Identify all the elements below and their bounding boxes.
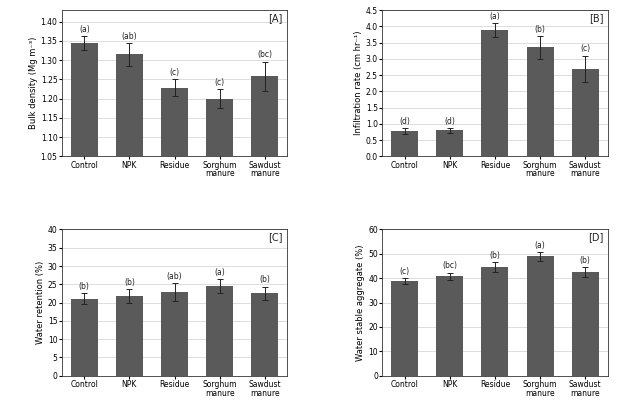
Bar — [571, 272, 598, 376]
Bar — [161, 88, 188, 404]
Text: (b): (b) — [79, 282, 89, 291]
Text: (a): (a) — [79, 25, 89, 34]
Y-axis label: Water stable aggregate (%): Water stable aggregate (%) — [357, 244, 365, 361]
Text: (bc): (bc) — [257, 50, 272, 59]
Text: (c): (c) — [400, 267, 410, 276]
Bar — [526, 256, 553, 376]
Text: [B]: [B] — [589, 13, 603, 23]
Text: (b): (b) — [580, 256, 590, 265]
Text: (b): (b) — [124, 278, 135, 287]
Text: (d): (d) — [399, 117, 410, 126]
Text: (ab): (ab) — [167, 272, 183, 281]
Bar — [116, 296, 143, 376]
Bar — [391, 131, 418, 156]
Text: [D]: [D] — [588, 232, 603, 242]
Bar — [251, 293, 278, 376]
Text: (b): (b) — [534, 25, 545, 34]
Text: (a): (a) — [489, 12, 500, 21]
Bar — [481, 30, 508, 156]
Bar — [526, 48, 553, 156]
Y-axis label: Infiltration rate (cm hr⁻¹): Infiltration rate (cm hr⁻¹) — [354, 31, 363, 135]
Text: (d): (d) — [444, 117, 455, 126]
Bar — [161, 292, 188, 376]
Bar — [391, 281, 418, 376]
Text: (c): (c) — [580, 44, 590, 53]
Y-axis label: Water retention (%): Water retention (%) — [36, 261, 45, 344]
Text: (a): (a) — [535, 241, 545, 250]
Text: (a): (a) — [214, 267, 225, 277]
Text: [C]: [C] — [268, 232, 283, 242]
Bar — [71, 43, 98, 404]
Bar — [116, 55, 143, 404]
Bar — [481, 267, 508, 376]
Text: [A]: [A] — [268, 13, 283, 23]
Bar — [436, 276, 463, 376]
Bar — [251, 76, 278, 404]
Bar — [71, 299, 98, 376]
Text: (bc): (bc) — [442, 261, 457, 270]
Bar — [206, 99, 233, 404]
Bar — [571, 69, 598, 156]
Text: (b): (b) — [489, 251, 500, 260]
Bar — [436, 130, 463, 156]
Text: (b): (b) — [259, 275, 270, 284]
Bar — [206, 286, 233, 376]
Text: (c): (c) — [170, 68, 180, 77]
Y-axis label: Bulk density (Mg m⁻³): Bulk density (Mg m⁻³) — [29, 37, 38, 129]
Text: (ab): (ab) — [122, 32, 137, 41]
Text: (c): (c) — [215, 78, 225, 87]
